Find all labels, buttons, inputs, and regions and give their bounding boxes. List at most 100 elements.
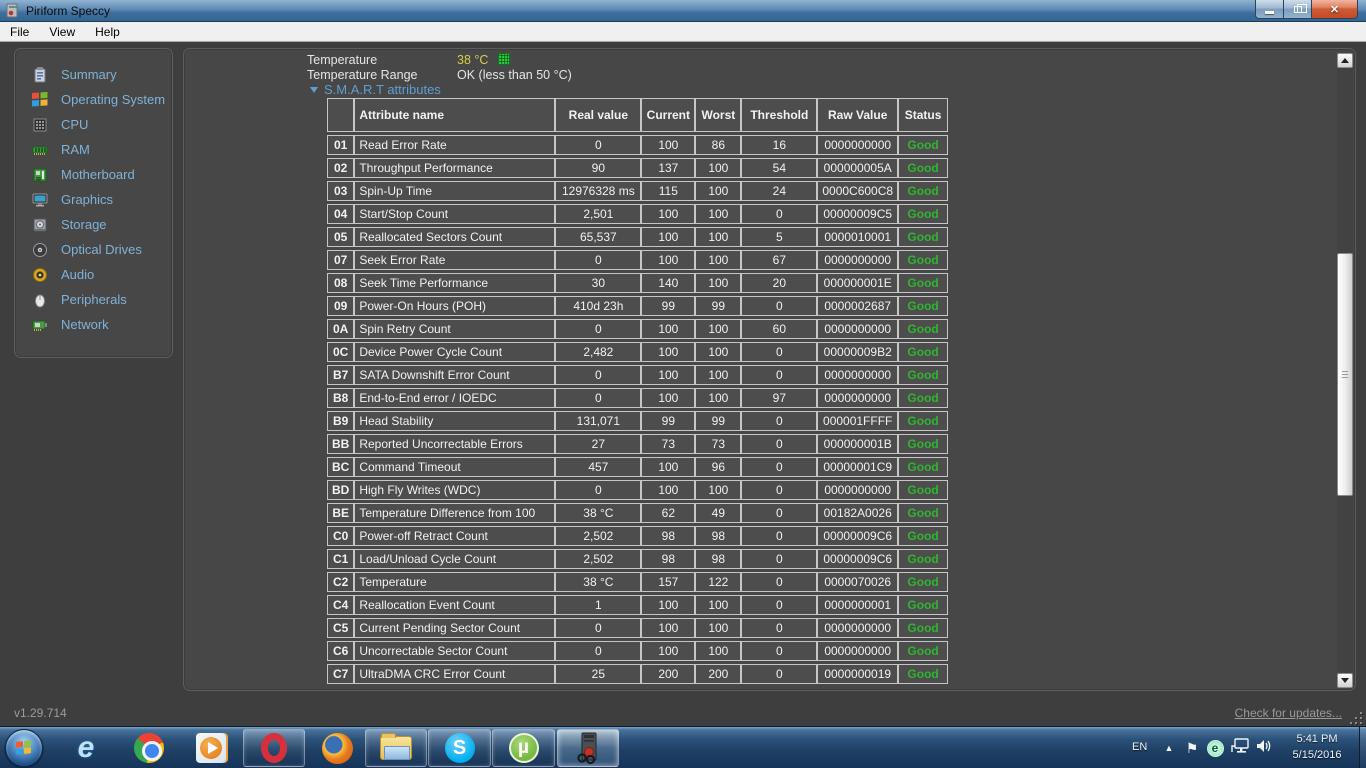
cell-raw-value: 0000C600C8 xyxy=(817,181,899,201)
eset-icon: e xyxy=(1206,739,1224,757)
cell-current: 100 xyxy=(641,319,696,339)
table-row: 05 Reallocated Sectors Count 65,537 100 … xyxy=(327,227,949,247)
taskbar-internet-explorer[interactable]: e xyxy=(66,727,106,768)
cell-raw-value: 0000000000 xyxy=(817,319,899,339)
cell-status: Good xyxy=(898,618,949,638)
resize-grip[interactable] xyxy=(1349,711,1362,724)
cell-real-value: 38 °C xyxy=(555,503,642,523)
check-for-updates-link[interactable]: Check for updates... xyxy=(1234,706,1342,720)
sidebar-item-optical-drives[interactable]: Optical Drives xyxy=(15,237,172,262)
cell-status: Good xyxy=(898,319,949,339)
cell-worst: 100 xyxy=(695,204,742,224)
smart-attributes-toggle[interactable]: S.M.A.R.T attributes xyxy=(310,82,441,97)
table-row: C2 Temperature 38 °C 157 122 0 000007002… xyxy=(327,572,949,592)
cell-attribute-name: Reported Uncorrectable Errors xyxy=(354,434,556,454)
cell-status: Good xyxy=(898,411,949,431)
cell-raw-value: 0000000000 xyxy=(817,388,899,408)
cell-worst: 99 xyxy=(695,296,742,316)
taskbar-opera[interactable] xyxy=(243,729,305,767)
minimize-button[interactable] xyxy=(1255,0,1284,19)
cell-status: Good xyxy=(898,664,949,684)
cell-current: 100 xyxy=(641,595,696,615)
cell-threshold: 0 xyxy=(741,503,818,523)
cell-status: Good xyxy=(898,227,949,247)
network-tray[interactable] xyxy=(1229,727,1251,768)
cell-real-value: 0 xyxy=(555,250,642,270)
cell-attribute-id: C0 xyxy=(327,526,355,546)
taskbar-utorrent[interactable]: µ xyxy=(492,729,555,767)
cell-status: Good xyxy=(898,388,949,408)
cell-status: Good xyxy=(898,526,949,546)
internet-explorer-icon: e xyxy=(77,731,95,764)
cell-current: 98 xyxy=(641,526,696,546)
cell-attribute-name: Spin-Up Time xyxy=(354,181,556,201)
taskbar-chrome[interactable] xyxy=(129,727,169,768)
sidebar-item-graphics[interactable]: Graphics xyxy=(15,187,172,212)
table-row: 08 Seek Time Performance 30 140 100 20 0… xyxy=(327,273,949,293)
taskbar-firefox[interactable] xyxy=(317,727,357,768)
scrollbar-thumb[interactable] xyxy=(1337,253,1353,496)
header-raw-value: Raw Value xyxy=(817,98,899,132)
start-button[interactable] xyxy=(5,729,43,767)
cell-status: Good xyxy=(898,204,949,224)
sidebar-item-operating-system[interactable]: Operating System xyxy=(15,87,172,112)
cell-attribute-id: 08 xyxy=(327,273,355,293)
header-id xyxy=(327,98,355,132)
cell-worst: 100 xyxy=(695,618,742,638)
cell-attribute-id: C1 xyxy=(327,549,355,569)
sidebar-item-ram[interactable]: RAM xyxy=(15,137,172,162)
cell-threshold: 0 xyxy=(741,480,818,500)
sidebar-item-network[interactable]: Network xyxy=(15,312,172,337)
sidebar-item-motherboard[interactable]: Motherboard xyxy=(15,162,172,187)
network-status-icon xyxy=(1231,737,1249,759)
cell-worst: 100 xyxy=(695,342,742,362)
cell-status: Good xyxy=(898,549,949,569)
sidebar-item-storage[interactable]: Storage xyxy=(15,212,172,237)
taskbar-skype[interactable]: S xyxy=(428,729,491,767)
sidebar-item-audio[interactable]: Audio xyxy=(15,262,172,287)
cell-raw-value: 00000009C5 xyxy=(817,204,899,224)
restore-button[interactable] xyxy=(1284,0,1311,19)
cell-threshold: 24 xyxy=(741,181,818,201)
taskbar-file-explorer[interactable] xyxy=(365,729,427,767)
cell-attribute-name: Seek Error Rate xyxy=(354,250,556,270)
clock-date: 5/15/2016 xyxy=(1292,749,1342,761)
cell-worst: 100 xyxy=(695,227,742,247)
cell-current: 200 xyxy=(641,664,696,684)
windows-logo-icon xyxy=(32,91,48,108)
cell-raw-value: 0000000000 xyxy=(817,641,899,661)
eset-tray[interactable]: e xyxy=(1205,727,1225,768)
menu-file[interactable]: File xyxy=(10,24,30,39)
cell-threshold: 0 xyxy=(741,618,818,638)
taskbar-media-player[interactable] xyxy=(191,727,231,768)
scroll-up-button[interactable] xyxy=(1337,53,1353,68)
cell-real-value: 0 xyxy=(555,388,642,408)
arrow-down-icon xyxy=(1341,678,1349,683)
cell-real-value: 0 xyxy=(555,641,642,661)
table-row: 0A Spin Retry Count 0 100 100 60 0000000… xyxy=(327,319,949,339)
cell-real-value: 457 xyxy=(555,457,642,477)
sidebar-item-summary[interactable]: Summary xyxy=(15,62,172,87)
cell-real-value: 2,482 xyxy=(555,342,642,362)
cell-status: Good xyxy=(898,296,949,316)
cell-attribute-id: C7 xyxy=(327,664,355,684)
action-center-flag[interactable]: ⚑ xyxy=(1183,727,1201,768)
close-button[interactable]: ✕ xyxy=(1311,0,1358,19)
sidebar-item-peripherals[interactable]: Peripherals xyxy=(15,287,172,312)
volume-tray[interactable] xyxy=(1253,727,1275,768)
menu-help[interactable]: Help xyxy=(95,24,120,39)
sidebar-item-cpu[interactable]: CPU xyxy=(15,112,172,137)
taskbar-clock[interactable]: 5:41 PM 5/15/2016 xyxy=(1278,731,1356,763)
show-hidden-icons-button[interactable]: ▲ xyxy=(1160,727,1178,768)
vertical-scrollbar[interactable] xyxy=(1337,53,1353,688)
menu-bar: File View Help xyxy=(0,22,1366,42)
cell-attribute-id: C5 xyxy=(327,618,355,638)
taskbar-speccy-active[interactable] xyxy=(557,729,619,767)
menu-view[interactable]: View xyxy=(49,24,76,39)
show-desktop-button[interactable] xyxy=(1359,727,1366,768)
temperature-value: 38 °C xyxy=(457,53,489,67)
table-row: B9 Head Stability 131,071 99 99 0 000001… xyxy=(327,411,949,431)
scroll-down-button[interactable] xyxy=(1337,673,1353,688)
language-indicator[interactable]: EN xyxy=(1132,741,1148,753)
cell-raw-value: 000001FFFF xyxy=(817,411,899,431)
